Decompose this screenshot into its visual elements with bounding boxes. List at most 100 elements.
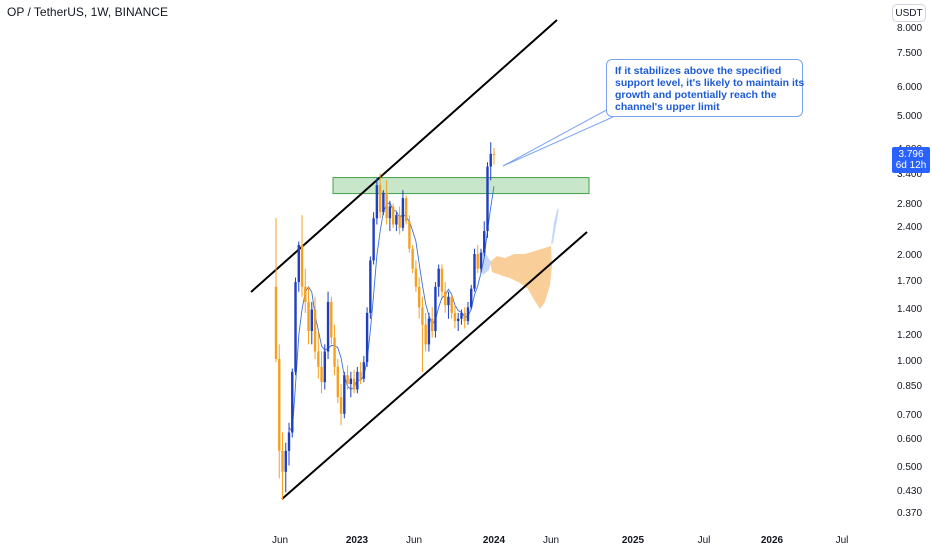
y-axis-tick-label: 0.430 bbox=[897, 486, 922, 497]
candle-body bbox=[483, 231, 486, 253]
y-axis-tick-label: 0.700 bbox=[897, 410, 922, 421]
candle-body bbox=[365, 312, 369, 363]
y-axis-tick-label: 1.700 bbox=[897, 276, 922, 287]
candle-body bbox=[343, 375, 346, 414]
candle-body bbox=[313, 309, 317, 352]
candle-body bbox=[287, 432, 291, 451]
candle bbox=[443, 282, 447, 313]
y-axis-tick-label: 2.800 bbox=[897, 199, 922, 210]
candle-body bbox=[421, 307, 424, 325]
candle-body bbox=[411, 248, 414, 269]
candle bbox=[398, 206, 401, 235]
currency-button[interactable]: USDT bbox=[892, 4, 926, 22]
candle bbox=[317, 330, 320, 379]
candle-body bbox=[291, 371, 294, 433]
candle-body bbox=[404, 198, 408, 222]
last-price-tag: 3.796 6d 12h bbox=[892, 147, 930, 173]
candle bbox=[339, 383, 343, 426]
channel-lower-line[interactable] bbox=[281, 231, 588, 500]
candle bbox=[489, 142, 492, 181]
candle bbox=[391, 203, 395, 228]
y-axis-tick-label: 1.200 bbox=[897, 330, 922, 341]
candle-body bbox=[378, 185, 382, 213]
y-axis-tick-label: 0.600 bbox=[897, 434, 922, 445]
candle bbox=[421, 296, 424, 372]
candle bbox=[281, 432, 284, 500]
candle-body bbox=[473, 254, 476, 289]
candle bbox=[479, 248, 483, 274]
candle bbox=[310, 301, 313, 345]
candle bbox=[450, 294, 453, 319]
y-axis-tick-label: 1.400 bbox=[897, 304, 922, 315]
candle bbox=[437, 264, 440, 297]
channel-upper-line[interactable] bbox=[250, 19, 558, 293]
y-axis-tick-label: 5.000 bbox=[897, 111, 922, 122]
candle-body bbox=[300, 245, 304, 287]
x-axis-tick-label: 2024 bbox=[483, 535, 506, 546]
projection-blue-shape bbox=[551, 208, 559, 245]
candle bbox=[287, 422, 291, 466]
candle bbox=[300, 215, 304, 297]
candle-body bbox=[460, 312, 463, 319]
candle-body bbox=[463, 312, 466, 322]
candle-body bbox=[333, 337, 336, 367]
candle bbox=[453, 305, 457, 329]
candle-body bbox=[362, 362, 366, 379]
candle-body bbox=[346, 375, 349, 384]
candle bbox=[291, 368, 294, 438]
candle-body bbox=[307, 301, 310, 331]
chart-title: OP / TetherUS, 1W, BINANCE bbox=[7, 5, 168, 19]
candle bbox=[343, 371, 346, 419]
support-zone[interactable] bbox=[332, 177, 590, 195]
candle bbox=[457, 312, 460, 331]
candle bbox=[466, 301, 470, 325]
candle-body bbox=[391, 206, 395, 225]
candle-body bbox=[369, 260, 372, 313]
candle bbox=[483, 221, 486, 257]
candle bbox=[408, 215, 411, 253]
candle bbox=[372, 212, 375, 265]
y-axis-tick-label: 7.500 bbox=[897, 48, 922, 59]
candle bbox=[385, 180, 388, 225]
candle bbox=[378, 173, 382, 219]
candle-body bbox=[297, 245, 300, 283]
candle bbox=[417, 277, 421, 319]
candle-body bbox=[417, 286, 421, 308]
candle bbox=[388, 200, 392, 232]
candle-body bbox=[278, 359, 281, 451]
x-axis-tick-label: 2023 bbox=[346, 535, 369, 546]
candle-body bbox=[294, 282, 297, 372]
y-axis-tick-label: 0.370 bbox=[897, 508, 922, 519]
candle bbox=[401, 190, 405, 232]
candle-body bbox=[336, 366, 340, 398]
candle-body bbox=[450, 296, 453, 313]
bar-countdown: 6d 12h bbox=[895, 160, 927, 171]
candle-body bbox=[310, 309, 313, 331]
x-axis-tick-label: Jul bbox=[836, 535, 849, 546]
candle bbox=[359, 362, 362, 384]
candle-body bbox=[486, 166, 489, 232]
candle bbox=[470, 284, 473, 310]
candle-body bbox=[382, 192, 385, 213]
candle bbox=[356, 366, 359, 394]
y-axis-tick-label: 2.400 bbox=[897, 222, 922, 233]
candle-body bbox=[356, 371, 359, 390]
candle bbox=[430, 307, 434, 338]
candle bbox=[447, 291, 450, 319]
candle-body bbox=[430, 318, 434, 331]
candle-body bbox=[375, 185, 379, 219]
candle-body bbox=[330, 301, 333, 338]
candle-body bbox=[320, 366, 323, 383]
candle-body bbox=[326, 301, 330, 352]
candle-body bbox=[470, 288, 473, 308]
candle-body bbox=[408, 221, 411, 249]
candle bbox=[294, 277, 297, 376]
candle-body bbox=[447, 296, 450, 306]
y-axis-tick-label: 3.400 bbox=[897, 169, 922, 180]
candle-body bbox=[476, 254, 479, 269]
candle-body bbox=[395, 215, 398, 225]
candle-body bbox=[437, 268, 440, 287]
candle bbox=[460, 309, 463, 325]
candle bbox=[440, 264, 444, 297]
